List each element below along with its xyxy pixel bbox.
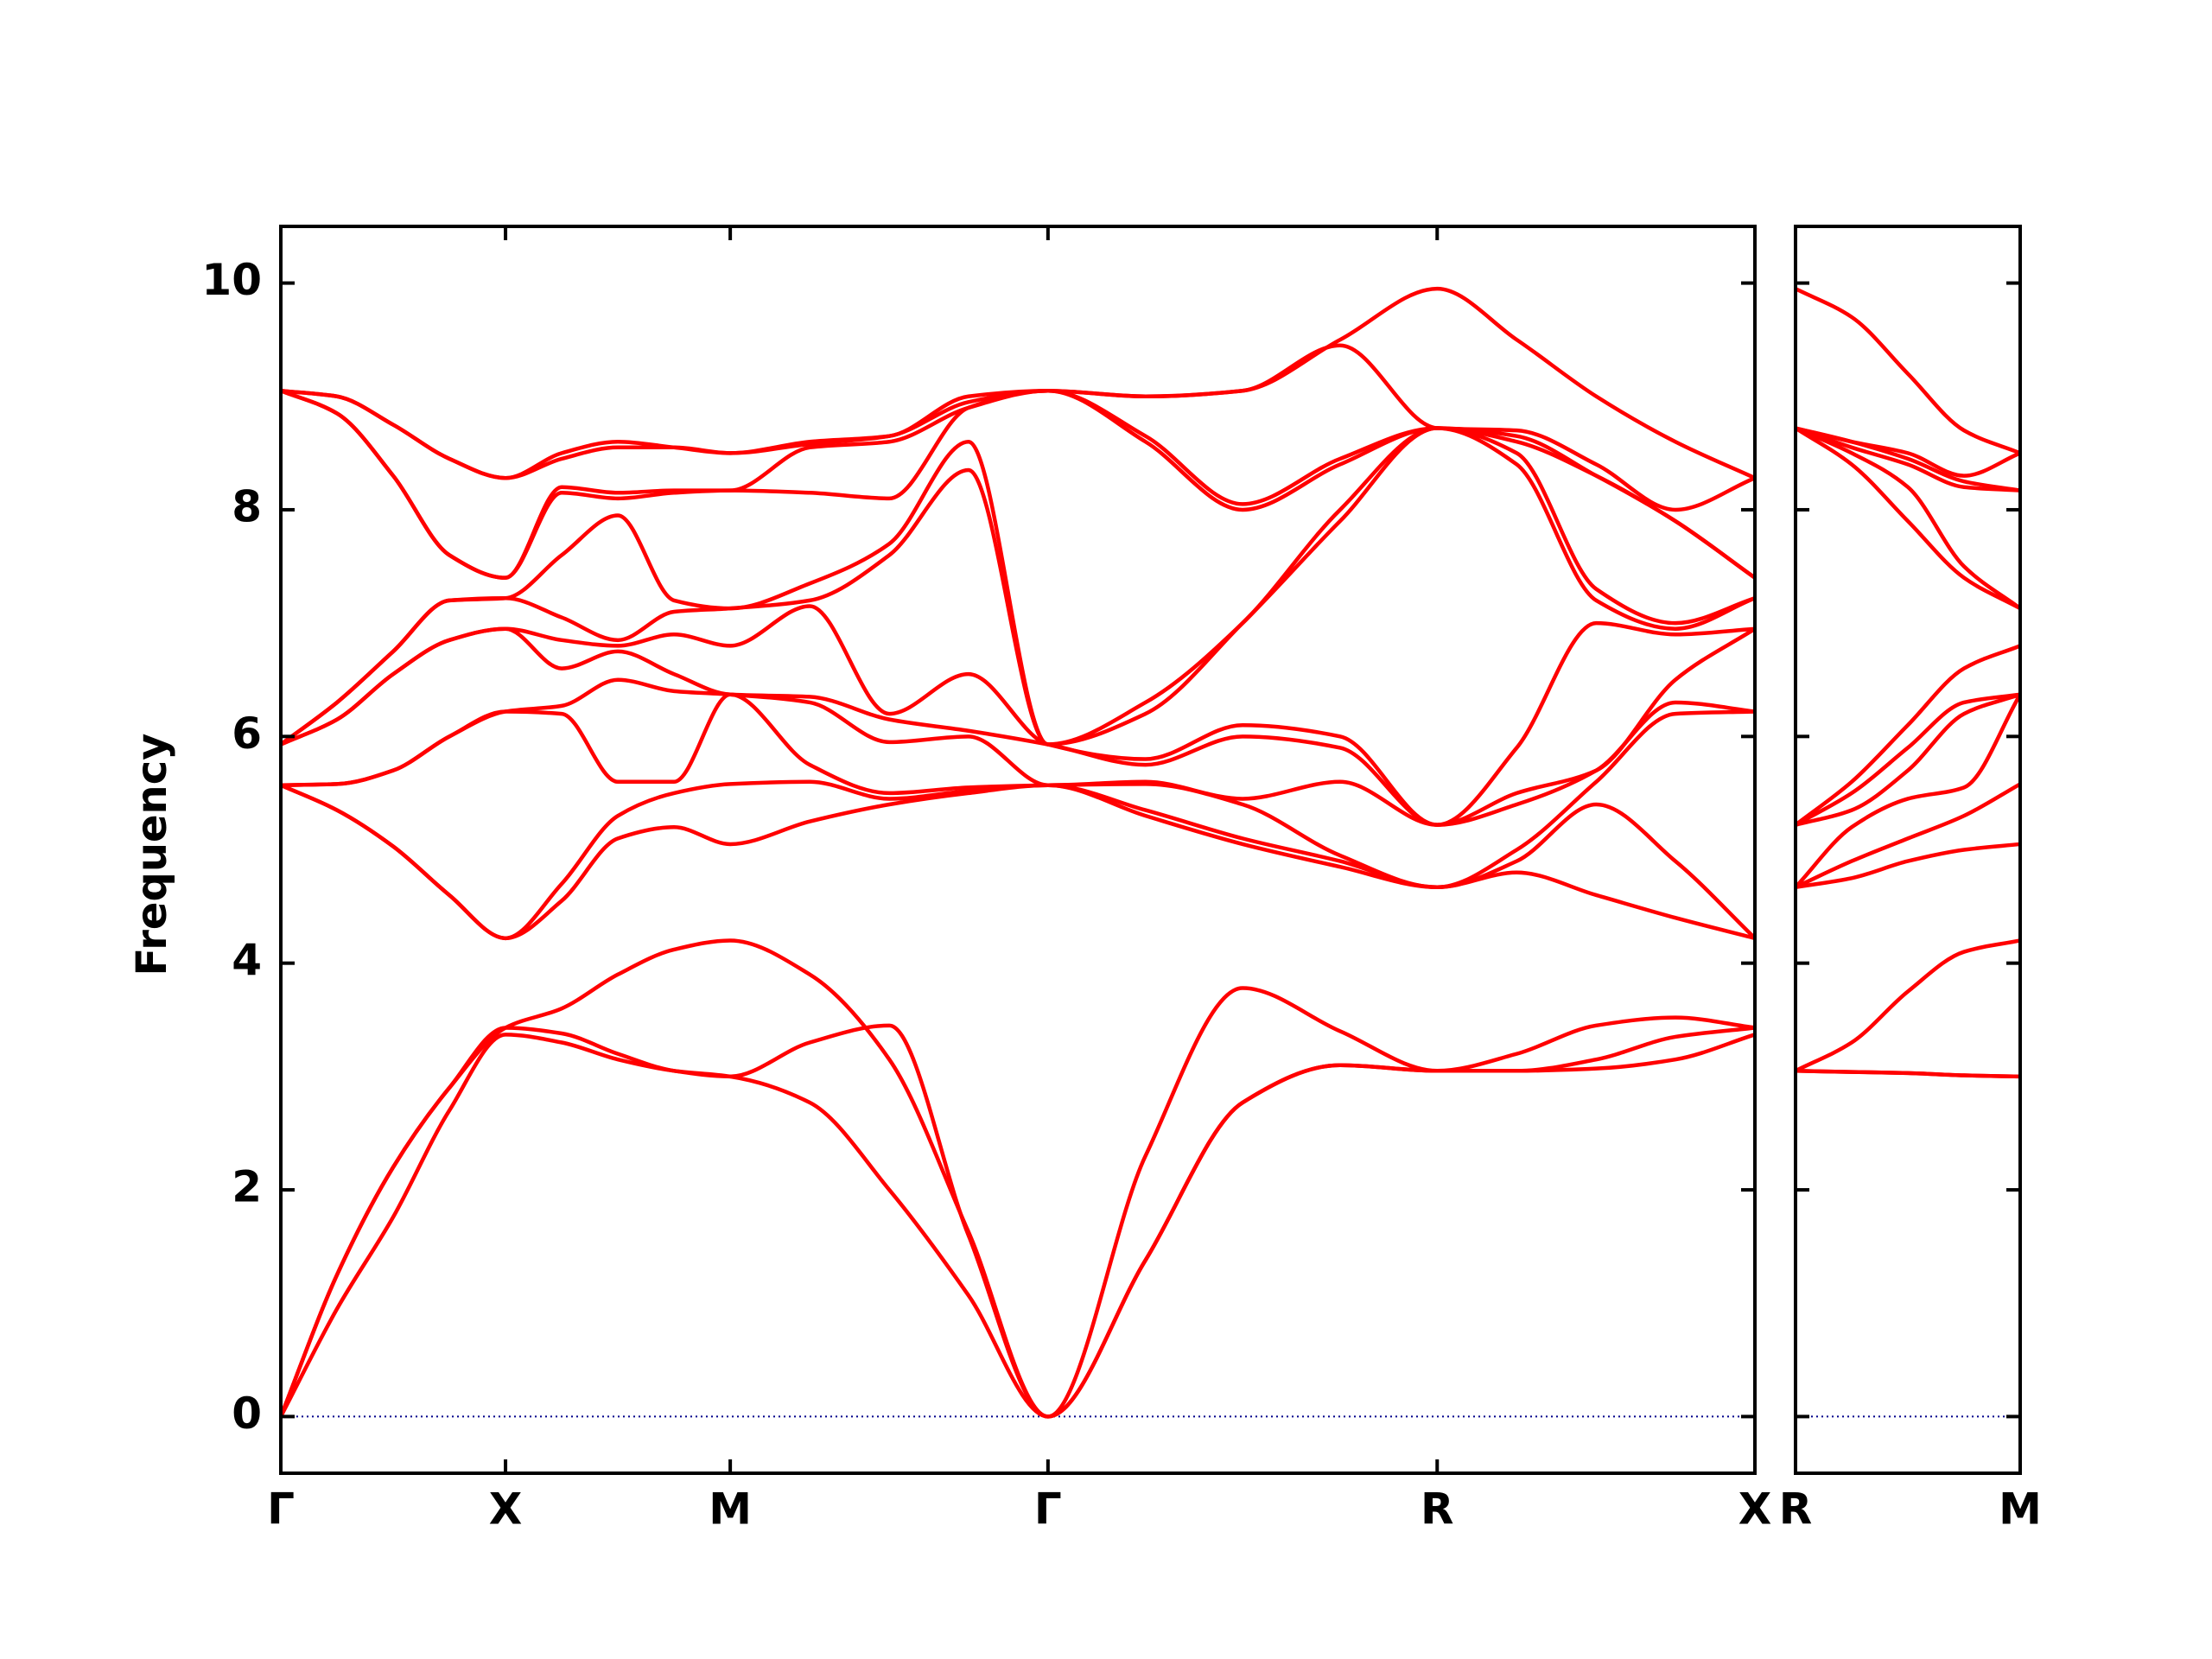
x-tick-label: R <box>1779 1484 1813 1535</box>
band-line <box>1795 842 2021 890</box>
band-line <box>1794 692 2021 827</box>
x-tick-label: X <box>489 1484 523 1535</box>
plot-frame <box>279 225 1757 1475</box>
band-line <box>280 783 1756 941</box>
x-tick-label: Γ <box>267 1484 295 1535</box>
band-line <box>280 677 1756 827</box>
x-tick-label: M <box>1999 1484 2042 1535</box>
y-tick-label: 2 <box>232 1162 262 1212</box>
band-line <box>1794 693 2022 889</box>
band-line <box>279 1033 1756 1419</box>
band-line <box>1795 692 2021 827</box>
band-line <box>280 286 1756 480</box>
band-line <box>1795 426 2021 478</box>
band-line <box>280 779 1757 941</box>
band-line <box>1794 938 2021 1073</box>
x-tick-label: X <box>1738 1484 1772 1535</box>
y-tick-label: 10 <box>201 255 262 305</box>
band-line <box>1795 426 2022 610</box>
band-line <box>1794 287 2021 455</box>
x-tick-label: M <box>709 1484 752 1535</box>
band-line <box>279 426 1756 747</box>
band-line <box>278 986 1756 1419</box>
band-line <box>1795 782 2022 889</box>
x-tick-label: R <box>1421 1484 1454 1535</box>
y-tick-label: 4 <box>232 935 262 985</box>
band-line <box>280 388 1757 580</box>
y-axis-label: Frequency <box>128 734 176 976</box>
band-line <box>280 604 1756 827</box>
band-line <box>1795 426 2021 493</box>
band-line <box>1795 1069 2021 1079</box>
y-tick-label: 6 <box>232 709 262 759</box>
y-tick-label: 0 <box>232 1389 262 1439</box>
band-line <box>1794 426 2022 611</box>
plot-frame <box>1794 225 2022 1475</box>
x-tick-label: Γ <box>1034 1484 1062 1535</box>
y-tick-label: 8 <box>232 481 262 531</box>
band-line <box>1794 644 2021 827</box>
band-line <box>278 938 1756 1419</box>
